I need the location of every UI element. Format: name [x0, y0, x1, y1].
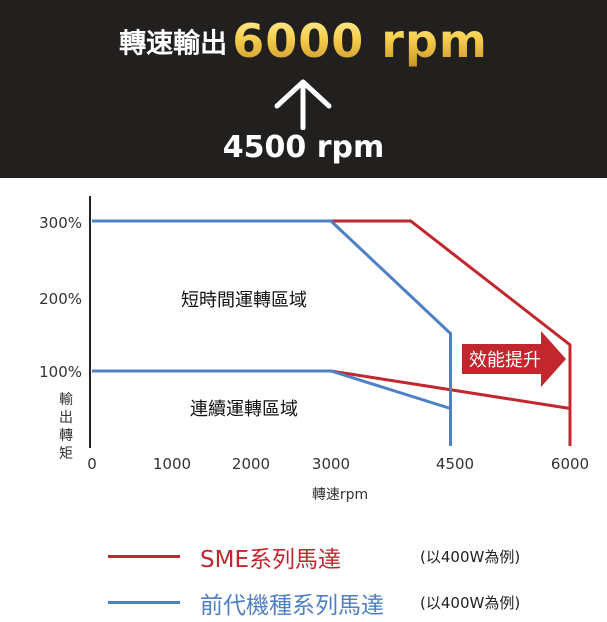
- legend-label-sme: SME系列馬達: [200, 547, 341, 573]
- y-axis-title-char: 轉: [59, 428, 73, 444]
- previous-series-line-1: [92, 369, 451, 410]
- up-arrow-icon: [274, 79, 332, 130]
- efficiency-arrow-label: 效能提升: [469, 350, 541, 371]
- y-axis-title-char: 輸: [59, 392, 73, 408]
- legend-swatch-previous: [108, 601, 180, 604]
- banner-old-rpm: 4500 rpm: [222, 130, 385, 165]
- torque-speed-chart: 300% 200% 100% 輸 出 轉 矩 0 1000 2000 3000 …: [39, 196, 589, 503]
- x-tick-label-0: 0: [87, 455, 97, 473]
- x-tick-label-2000: 2000: [232, 455, 270, 473]
- y-tick-label-200: 200%: [39, 290, 82, 308]
- x-tick-label-1000: 1000: [153, 455, 191, 473]
- y-axis: 300% 200% 100%: [39, 196, 91, 448]
- y-axis-title-char: 矩: [59, 446, 73, 462]
- sme-series-line-0: [92, 219, 572, 446]
- y-tick-label-300: 300%: [39, 214, 82, 232]
- efficiency-arrow-shape: [462, 331, 566, 387]
- legend-note-sme: (以400W為例): [420, 548, 521, 566]
- banner-title-row: 轉速輸出 6000 rpm: [0, 14, 607, 68]
- banner: 轉速輸出 6000 rpm 4500 rpm: [0, 0, 607, 178]
- banner-new-rpm: 6000 rpm: [232, 14, 488, 68]
- x-axis: 0 1000 2000 3000 4500 6000 轉速rpm: [87, 455, 589, 503]
- efficiency-arrow: 效能提升: [462, 331, 566, 387]
- x-axis-title: 轉速rpm: [312, 487, 368, 503]
- legend: SME系列馬達 (以400W為例) 前代機種系列馬達 (以400W為例): [0, 530, 607, 619]
- y-axis-title: 輸 出 轉 矩: [59, 392, 73, 462]
- continuous-region-label: 連續運轉區域: [190, 399, 298, 420]
- legend-item-previous: 前代機種系列馬達 (以400W為例): [0, 582, 607, 622]
- previous-series-line-0: [92, 219, 452, 446]
- legend-swatch-sme: [108, 555, 180, 558]
- legend-note-previous: (以400W為例): [420, 594, 521, 612]
- series-layer: [92, 219, 572, 446]
- x-tick-label-6000: 6000: [551, 455, 589, 473]
- x-tick-label-3000: 3000: [312, 455, 350, 473]
- sme-series-line-1: [92, 369, 571, 410]
- y-tick-label-100: 100%: [39, 363, 82, 381]
- short-term-region-label: 短時間運轉區域: [181, 290, 307, 311]
- y-axis-title-char: 出: [59, 410, 73, 426]
- x-tick-label-4500: 4500: [436, 455, 474, 473]
- banner-prefix: 轉速輸出: [119, 28, 228, 60]
- legend-item-sme: SME系列馬達 (以400W為例): [0, 536, 607, 576]
- legend-label-previous: 前代機種系列馬達: [200, 593, 384, 619]
